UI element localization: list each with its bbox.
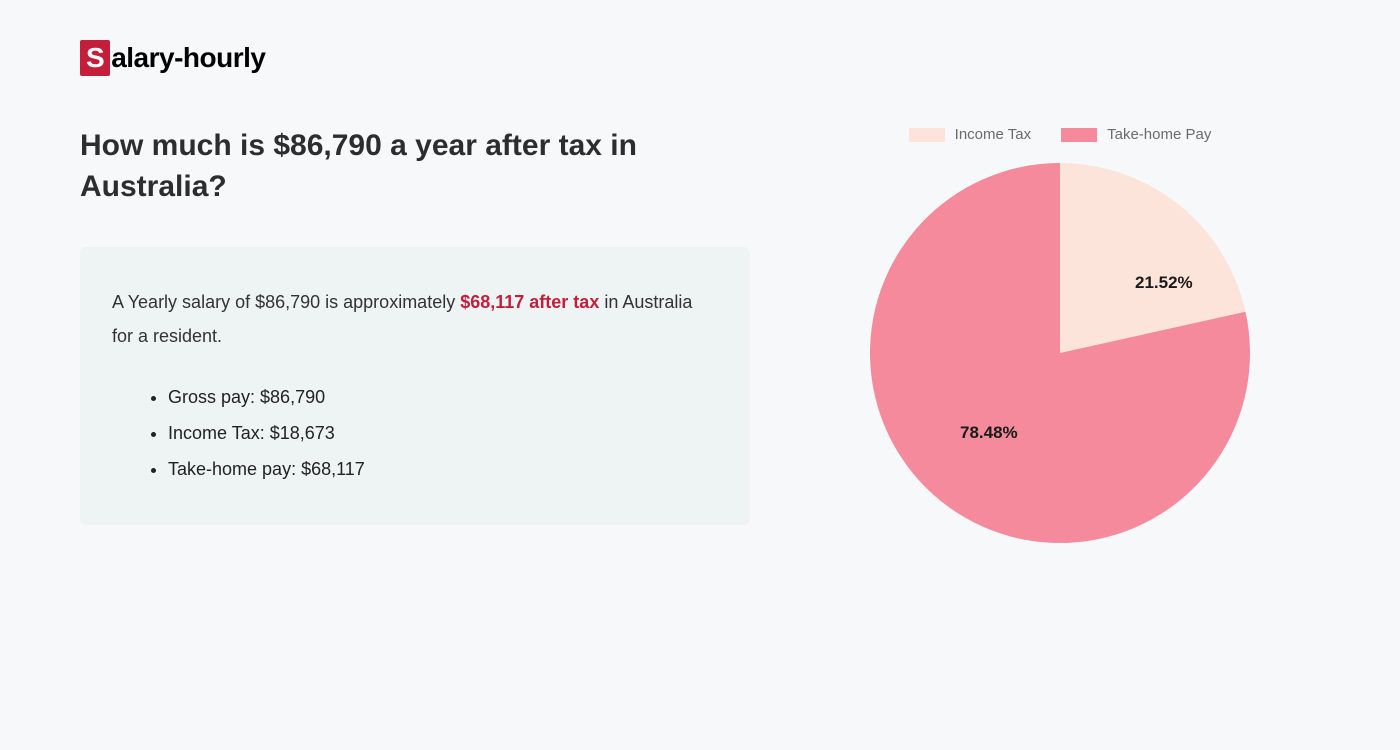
list-item: Take-home pay: $68,117	[168, 451, 718, 487]
chart-legend: Income Tax Take-home Pay	[860, 126, 1260, 143]
pie-svg	[870, 163, 1250, 543]
slice-label-take-home: 78.48%	[960, 423, 1018, 443]
list-item: Income Tax: $18,673	[168, 415, 718, 451]
pie-chart: 21.52% 78.48%	[870, 163, 1250, 543]
summary-highlight: $68,117 after tax	[460, 292, 599, 312]
legend-item-income-tax: Income Tax	[909, 126, 1031, 143]
main-content: How much is $86,790 a year after tax in …	[80, 126, 1320, 543]
summary-pre: A Yearly salary of $86,790 is approximat…	[112, 292, 460, 312]
logo-text: alary-hourly	[111, 42, 265, 74]
legend-label: Take-home Pay	[1107, 126, 1211, 143]
list-item: Gross pay: $86,790	[168, 379, 718, 415]
legend-label: Income Tax	[955, 126, 1031, 143]
summary-text: A Yearly salary of $86,790 is approximat…	[112, 285, 718, 353]
site-logo: Salary-hourly	[80, 40, 1320, 76]
chart-column: Income Tax Take-home Pay 21.52% 78.48%	[860, 126, 1260, 543]
logo-badge: S	[80, 40, 110, 76]
breakdown-list: Gross pay: $86,790 Income Tax: $18,673 T…	[112, 379, 718, 487]
legend-swatch	[909, 128, 945, 142]
page-heading: How much is $86,790 a year after tax in …	[80, 126, 750, 207]
left-column: How much is $86,790 a year after tax in …	[80, 126, 750, 525]
summary-box: A Yearly salary of $86,790 is approximat…	[80, 247, 750, 525]
slice-label-income-tax: 21.52%	[1135, 273, 1193, 293]
legend-swatch	[1061, 128, 1097, 142]
legend-item-take-home: Take-home Pay	[1061, 126, 1211, 143]
